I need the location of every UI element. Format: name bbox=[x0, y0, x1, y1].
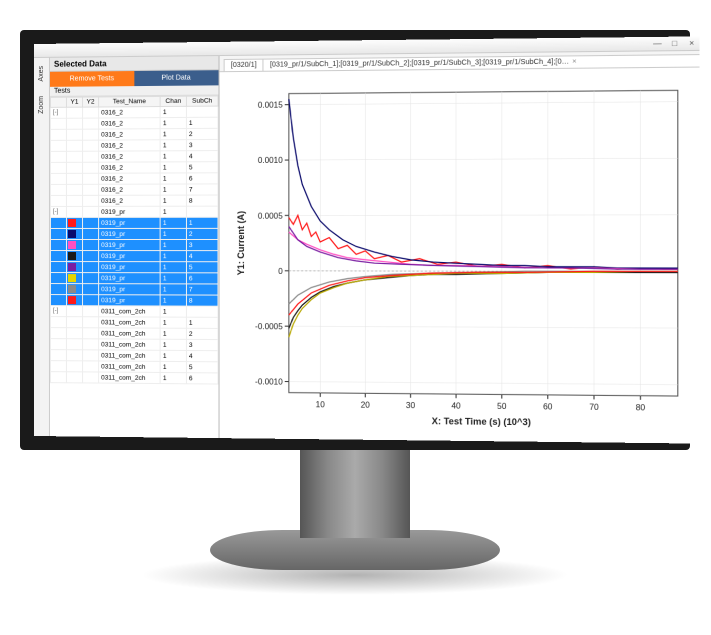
tab[interactable]: [0320/1] bbox=[224, 59, 264, 72]
svg-text:X: Test Time (s) (10^3): X: Test Time (s) (10^3) bbox=[432, 416, 531, 427]
column-header[interactable]: Y1 bbox=[66, 97, 82, 107]
svg-text:20: 20 bbox=[361, 400, 371, 409]
tests-table[interactable]: Y1Y2Test_NameChanSubCh [-]0316_210316_21… bbox=[50, 95, 219, 438]
app-window: — □ × Axes Zoom Selected Data Remove Tes… bbox=[34, 36, 699, 443]
side-tab-zoom[interactable]: Zoom bbox=[38, 91, 45, 117]
svg-text:50: 50 bbox=[497, 402, 507, 411]
svg-text:80: 80 bbox=[636, 403, 646, 412]
column-header[interactable]: SubCh bbox=[186, 96, 218, 106]
table-row[interactable]: 0319_pr13 bbox=[50, 239, 218, 250]
svg-text:-0.0005: -0.0005 bbox=[255, 322, 283, 331]
table-row[interactable]: 0311_com_2ch11 bbox=[50, 317, 218, 329]
series-color-swatch bbox=[68, 274, 76, 282]
tab-label: [0320/1] bbox=[231, 62, 257, 69]
svg-text:30: 30 bbox=[406, 401, 416, 410]
series-color-swatch bbox=[68, 219, 76, 227]
svg-text:10: 10 bbox=[316, 400, 326, 409]
svg-text:0: 0 bbox=[278, 267, 283, 276]
table-row[interactable]: 0319_pr15 bbox=[50, 262, 218, 273]
table-row[interactable]: 0319_pr18 bbox=[50, 295, 218, 307]
table-row[interactable]: 0319_pr16 bbox=[50, 273, 218, 284]
table-row[interactable]: 0319_pr11 bbox=[50, 217, 218, 228]
maximize-button[interactable]: □ bbox=[669, 39, 680, 47]
svg-text:0.0005: 0.0005 bbox=[258, 211, 284, 220]
table-row[interactable]: [-]0319_pr1 bbox=[50, 206, 218, 217]
column-header[interactable]: Chan bbox=[160, 96, 186, 106]
series-color-swatch bbox=[68, 252, 76, 260]
svg-text:40: 40 bbox=[451, 401, 461, 410]
table-row[interactable]: 0311_com_2ch16 bbox=[50, 372, 218, 384]
series-color-swatch bbox=[68, 241, 76, 249]
series-color-swatch bbox=[68, 285, 76, 293]
svg-text:70: 70 bbox=[589, 402, 599, 411]
series-color-swatch bbox=[68, 296, 76, 304]
tab-label: [0319_pr/1/SubCh_1];[0319_pr/1/SubCh_2];… bbox=[270, 59, 569, 69]
chart-area: -0.0010 -0.0005 0 0.0005 0.0010 0.0015 10 20 30 4… bbox=[220, 68, 700, 444]
plot-data-button[interactable]: Plot Data bbox=[134, 70, 219, 86]
table-row[interactable]: 0319_pr17 bbox=[50, 284, 218, 296]
table-row[interactable]: 0319_pr12 bbox=[50, 228, 218, 239]
table-row[interactable]: 0316_218 bbox=[50, 195, 218, 206]
column-header[interactable] bbox=[50, 97, 66, 107]
table-row[interactable]: 0316_213 bbox=[50, 139, 218, 151]
close-button[interactable]: × bbox=[686, 39, 697, 47]
table-row[interactable]: [-]0311_com_2ch1 bbox=[50, 306, 218, 318]
column-header[interactable]: Y2 bbox=[83, 97, 99, 107]
table-row[interactable]: 0316_215 bbox=[50, 162, 218, 174]
side-tab-axes[interactable]: Axes bbox=[38, 62, 45, 86]
remove-tests-button[interactable]: Remove Tests bbox=[50, 71, 134, 87]
left-panel: Selected Data Remove Tests Plot Data Tes… bbox=[50, 56, 220, 438]
table-row[interactable]: 0316_217 bbox=[50, 184, 218, 196]
side-tabstrip: Axes Zoom bbox=[34, 58, 50, 436]
chart[interactable]: -0.0010 -0.0005 0 0.0005 0.0010 0.0015 10 20 30 4… bbox=[230, 78, 689, 437]
svg-text:0.0010: 0.0010 bbox=[258, 156, 284, 165]
monitor-frame: — □ × Axes Zoom Selected Data Remove Tes… bbox=[20, 30, 690, 450]
series-color-swatch bbox=[68, 230, 76, 238]
table-row[interactable]: 0316_216 bbox=[50, 173, 218, 185]
svg-text:-0.0010: -0.0010 bbox=[255, 377, 283, 386]
series-color-swatch bbox=[68, 263, 76, 271]
svg-text:0.0015: 0.0015 bbox=[258, 101, 284, 110]
minimize-button[interactable]: — bbox=[652, 39, 663, 47]
close-icon[interactable]: × bbox=[572, 58, 576, 65]
svg-text:Y1: Current (A): Y1: Current (A) bbox=[236, 211, 246, 275]
svg-text:60: 60 bbox=[543, 402, 553, 411]
table-row[interactable]: 0316_214 bbox=[50, 151, 218, 163]
table-row[interactable]: 0319_pr14 bbox=[50, 251, 218, 262]
column-header[interactable]: Test_Name bbox=[99, 96, 161, 107]
